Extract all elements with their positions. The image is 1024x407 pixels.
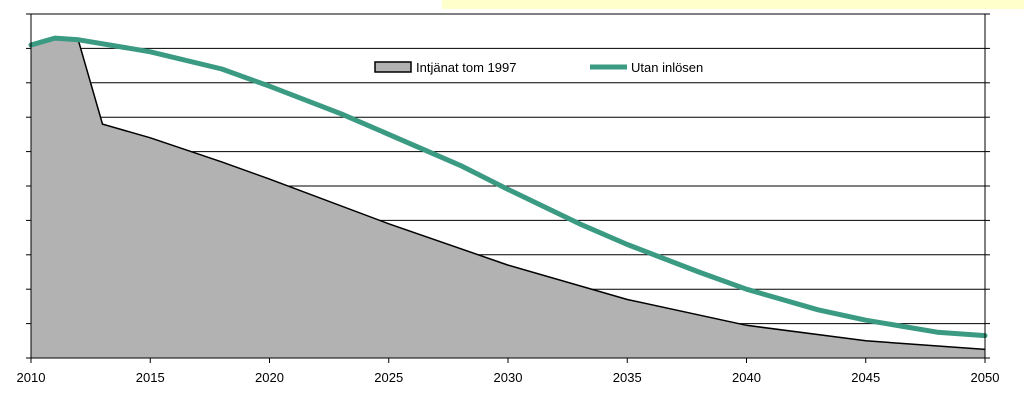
- x-ticks: 2010 2015 2020 2025 2030 2035 2040 2045 2050: [17, 358, 1000, 385]
- legend-swatch-area: [374, 61, 412, 73]
- x-tick-label: 2015: [136, 370, 165, 385]
- highlight-band: [442, 0, 1024, 9]
- legend-label-intjanat: Intjänat tom 1997: [416, 60, 516, 75]
- x-tick-label: 2040: [732, 370, 761, 385]
- x-tick-label: 2035: [613, 370, 642, 385]
- legend: Intjänat tom 1997 Utan inlösen: [374, 60, 703, 75]
- area-series-intjanat: [31, 38, 985, 358]
- x-tick-label: 2010: [17, 370, 46, 385]
- x-tick-label: 2050: [971, 370, 1000, 385]
- x-tick-label: 2020: [255, 370, 284, 385]
- legend-label-utan-inlosen: Utan inlösen: [631, 60, 703, 75]
- x-tick-label: 2030: [494, 370, 523, 385]
- x-tick-label: 2045: [851, 370, 880, 385]
- line-layer: [28, 35, 988, 339]
- x-tick-label: 2025: [374, 370, 403, 385]
- area-layer: [30, 37, 986, 358]
- line-series-utan-inlosen: [28, 35, 988, 339]
